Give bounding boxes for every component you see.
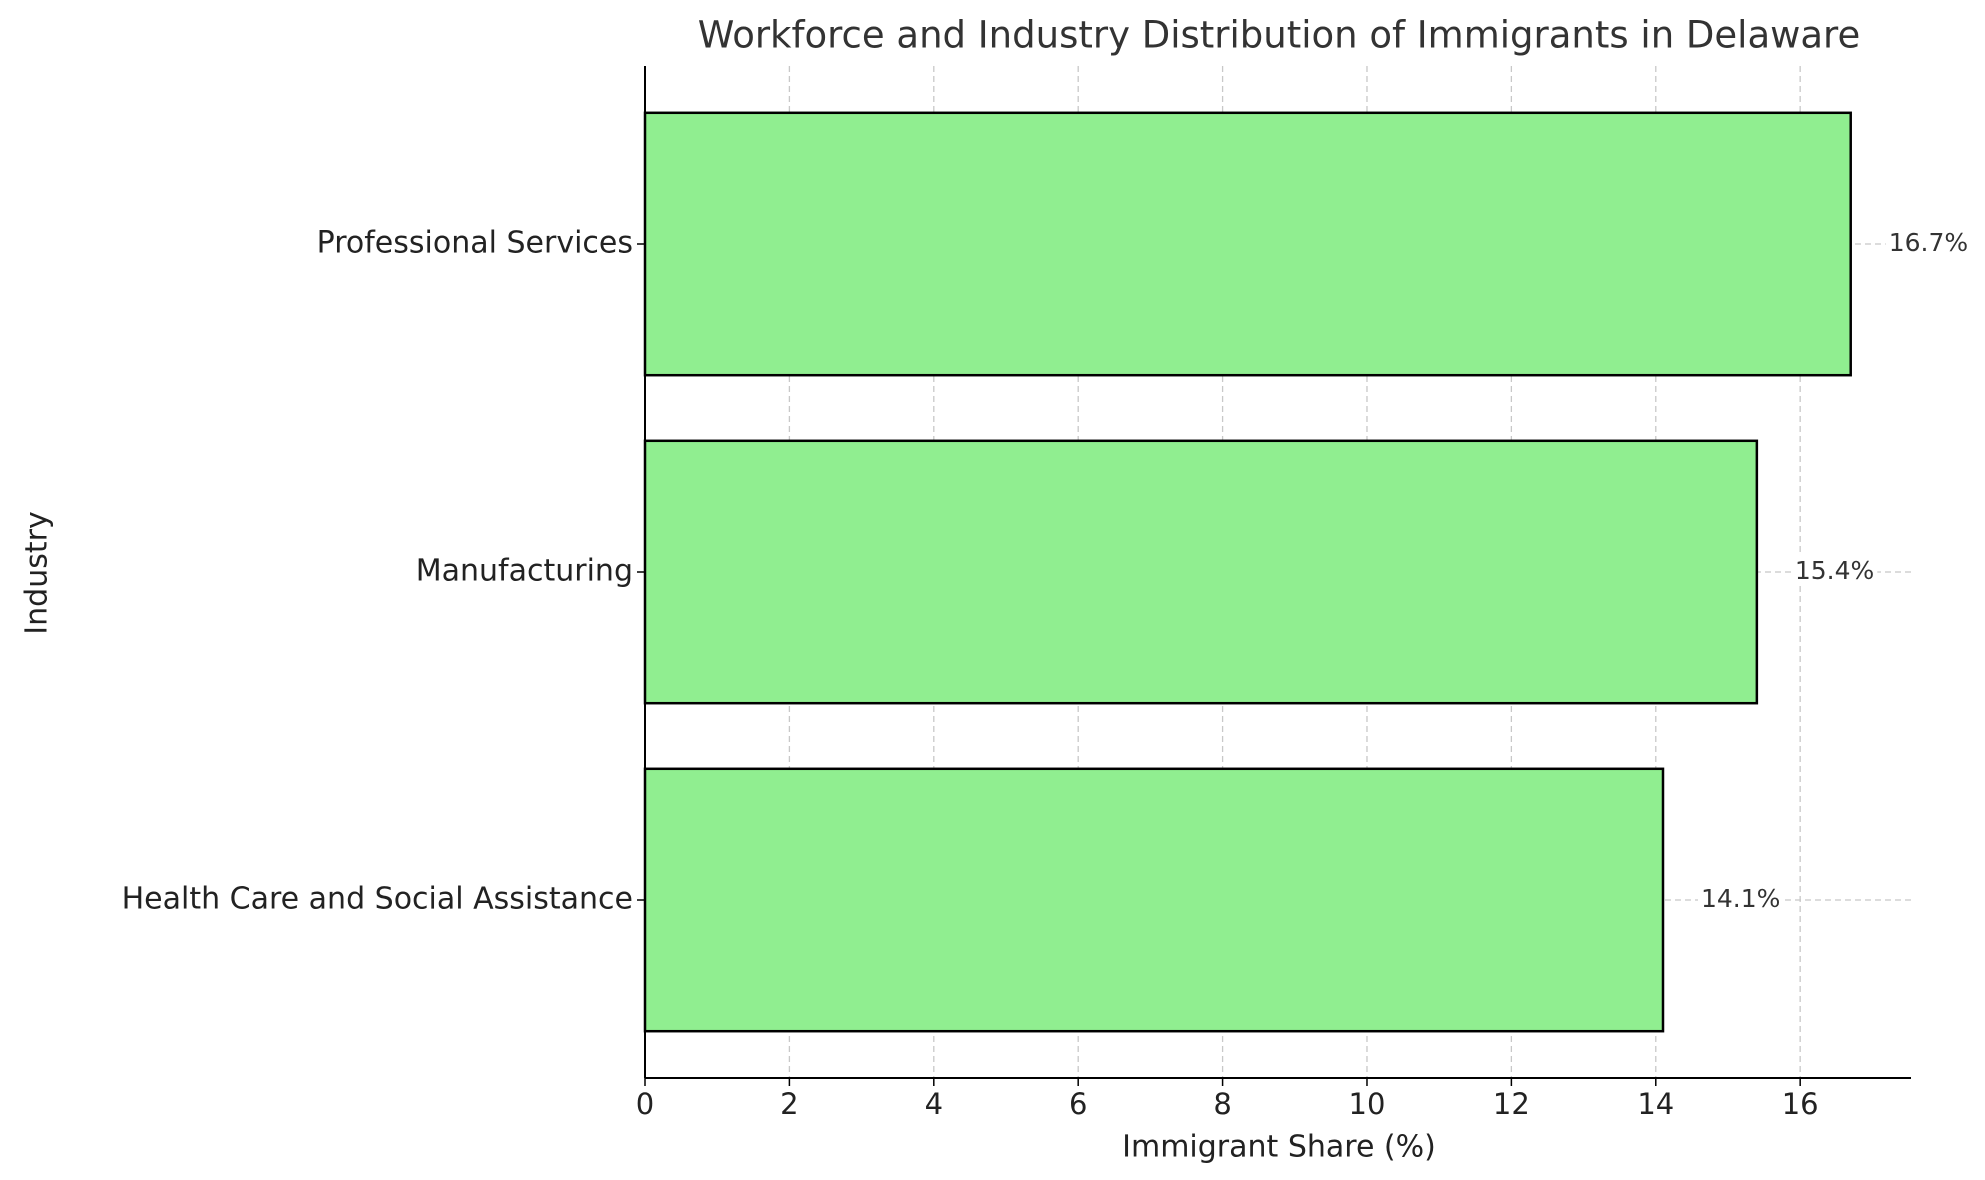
y-tick-label: Health Care and Social Assistance (122, 882, 633, 917)
value-label: 14.1% (1701, 884, 1780, 913)
x-tick-label: 14 (1637, 1087, 1674, 1121)
y-axis-label: Industry (20, 511, 55, 634)
value-label: 15.4% (1795, 556, 1874, 585)
bar (643, 111, 1852, 377)
x-tick-label: 8 (1213, 1087, 1231, 1121)
value-label-bg (1885, 228, 1972, 257)
x-tick-label: 4 (925, 1087, 943, 1121)
y-tick-label: Manufacturing (416, 554, 633, 589)
value-label-bg (1697, 884, 1784, 913)
chart-title: Workforce and Industry Distribution of I… (698, 14, 1860, 57)
x-axis-label: Immigrant Share (%) (1122, 1130, 1436, 1165)
x-tick-label: 10 (1349, 1087, 1386, 1121)
value-label-bg (1791, 556, 1878, 585)
y-tick-label: Professional Services (317, 226, 633, 261)
bar (643, 439, 1759, 705)
x-tick-label: 0 (636, 1087, 654, 1121)
x-tick-label: 16 (1782, 1087, 1819, 1121)
x-tick-label: 6 (1069, 1087, 1087, 1121)
bar (643, 767, 1665, 1033)
x-tick-label: 2 (780, 1087, 798, 1121)
x-tick-label: 12 (1493, 1087, 1530, 1121)
value-label: 16.7% (1889, 228, 1968, 257)
